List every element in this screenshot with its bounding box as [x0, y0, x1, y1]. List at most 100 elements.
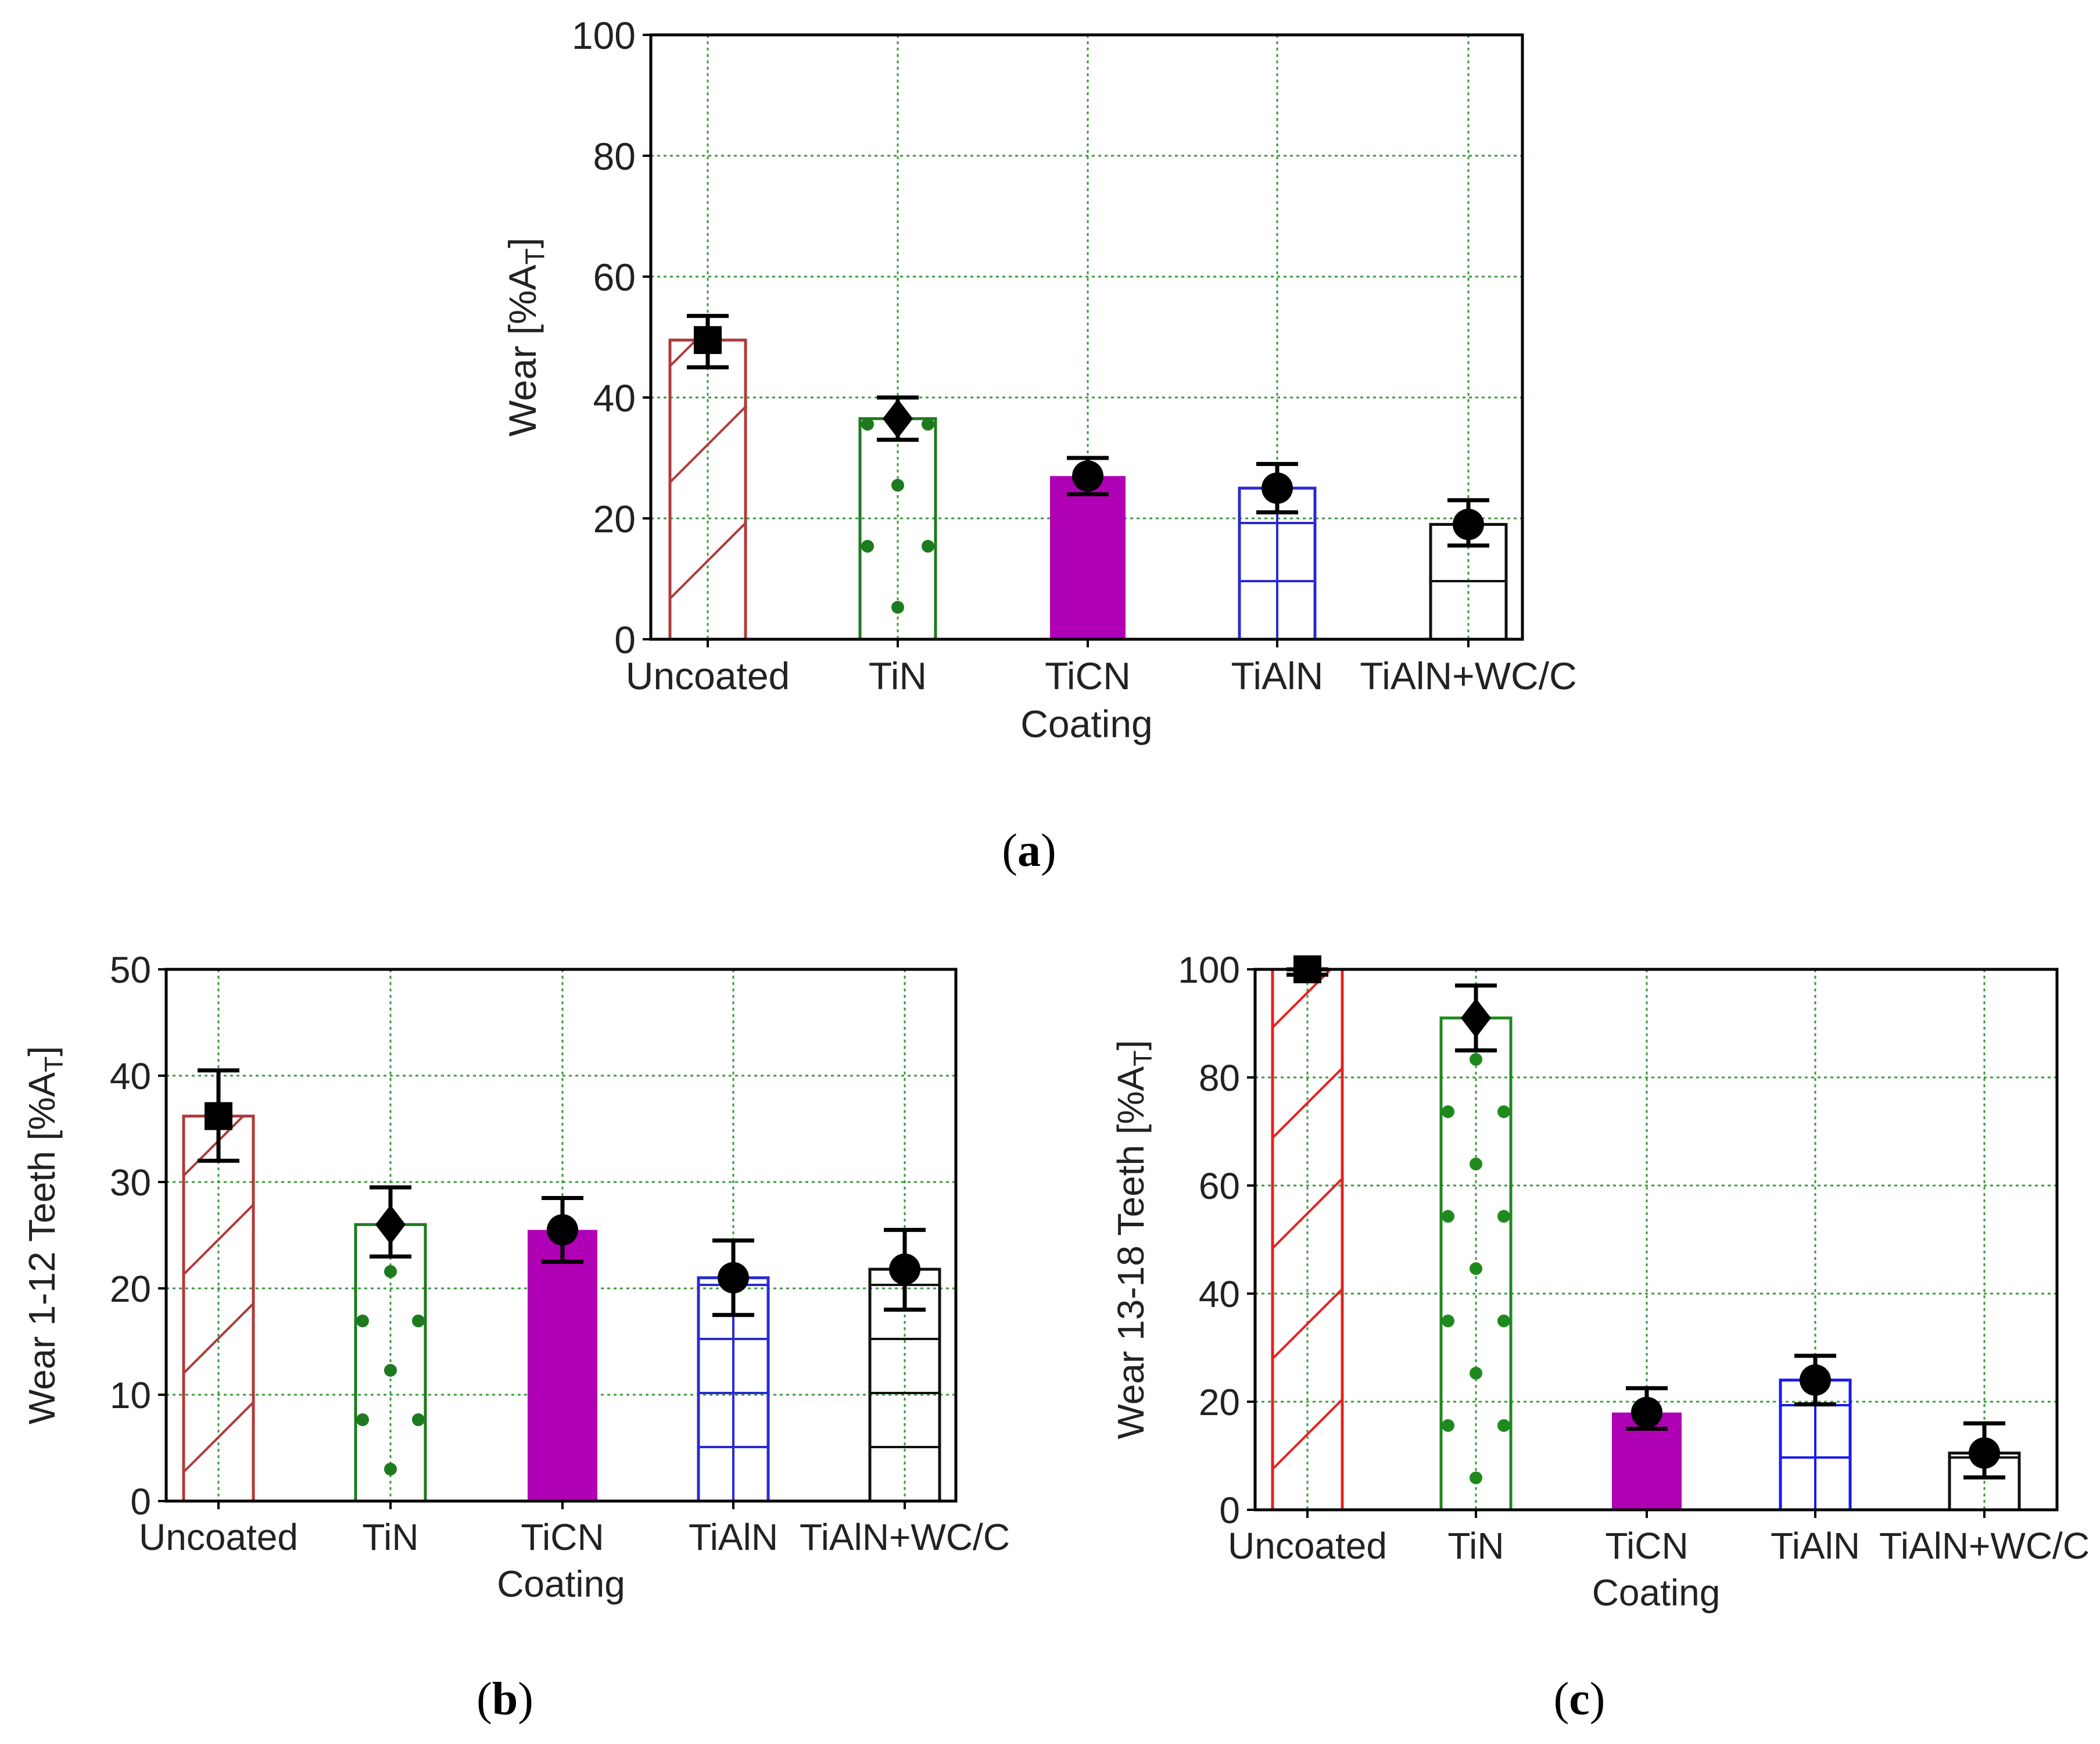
y-tick-label: 40: [110, 1055, 151, 1097]
x-tick-label: TiCN: [1605, 1525, 1688, 1567]
hatch-line: [670, 406, 746, 484]
y-tick-label: 20: [1199, 1381, 1240, 1423]
hatch-dot: [356, 1315, 369, 1327]
bar-ticn: [1050, 476, 1126, 639]
hatch-dot: [1497, 1210, 1510, 1223]
hatch-dot: [384, 1265, 397, 1278]
bar-hatch: [1273, 969, 1342, 1510]
bar-hatch: [670, 340, 746, 639]
x-tick-label: Uncoated: [1228, 1525, 1387, 1567]
hatch-dot: [356, 1413, 369, 1426]
chart-panel-b: 0 10 20 30 40 50 Uncoated TiN TiCN TiAlN TiAlN+WC/…: [21, 949, 1010, 1605]
hatch-dot: [891, 479, 904, 492]
x-axis-title: Coating: [497, 1563, 625, 1605]
hatch-line: [184, 1204, 253, 1276]
data-point-square: [694, 326, 722, 354]
x-tick-label: TiAlN: [1231, 654, 1324, 697]
x-tick-label: TiCN: [1045, 654, 1131, 697]
chart-panel-a: 0 20 40 60 80 100 Uncoated TiN TiCN TiAlN TiAlN+WC…: [501, 14, 1577, 746]
hatch-dot: [1497, 1419, 1510, 1432]
hatch-dot: [1470, 1367, 1482, 1380]
hatch-dot: [412, 1315, 425, 1327]
caption-a: (a): [1002, 825, 1056, 876]
data-point-circle: [1969, 1437, 2000, 1469]
hatch-line: [1273, 1067, 1342, 1139]
hatch-dot: [1442, 1419, 1454, 1432]
hatch-dot: [1470, 1158, 1482, 1170]
y-tick-label: 0: [614, 618, 636, 661]
x-tick-label: TiAlN: [689, 1516, 778, 1558]
hatch-line: [184, 1302, 253, 1374]
y-tick-label: 100: [572, 14, 636, 57]
bar-hatch: [356, 1265, 425, 1476]
y-tick-label: 80: [1199, 1057, 1240, 1099]
data-point-circle: [1631, 1396, 1662, 1428]
x-axis-title: Coating: [1592, 1571, 1721, 1613]
bar-ticn: [528, 1230, 597, 1501]
hatch-dot: [922, 540, 934, 553]
hatch-dot: [861, 418, 874, 431]
y-tick-label: 30: [110, 1162, 151, 1204]
x-tick-label: TiAlN+WC/C: [1360, 654, 1576, 697]
y-axis-title: Wear 13-18 Teeth [%AT]: [1110, 1040, 1157, 1439]
hatch-dot: [412, 1413, 425, 1426]
hatch-dot: [1497, 1105, 1510, 1118]
y-tick-label: 0: [1219, 1489, 1240, 1531]
data-point-circle: [889, 1254, 920, 1285]
hatch-dot: [384, 1364, 397, 1377]
hatch-dot: [922, 418, 934, 431]
data-point-circle: [547, 1214, 578, 1246]
hatch-dot: [1470, 1262, 1482, 1275]
hatch-dot: [891, 601, 904, 614]
data-point-circle: [1262, 472, 1293, 504]
x-tick-label: TiN: [1447, 1525, 1504, 1567]
hatch-dot: [1442, 1105, 1454, 1118]
bar-fill: [528, 1230, 597, 1501]
data-point-circle: [1072, 460, 1103, 492]
x-tick-label: TiCN: [521, 1516, 604, 1558]
x-tick-label: TiAlN+WC/C: [1879, 1525, 2090, 1567]
y-tick-label: 0: [130, 1481, 151, 1523]
x-tick-label: Uncoated: [139, 1516, 298, 1558]
y-tick-label: 20: [593, 497, 636, 540]
hatch-line: [1273, 1177, 1342, 1249]
hatch-dot: [1442, 1315, 1454, 1327]
axes-frame: [164, 968, 958, 1503]
data-point-circle: [1800, 1364, 1831, 1396]
y-tick-label: 20: [110, 1268, 151, 1310]
y-axis-title: Wear [%AT]: [501, 238, 550, 436]
y-axis-title: Wear 1-12 Teeth [%AT]: [21, 1046, 69, 1424]
bar-fill: [1050, 476, 1126, 639]
y-tick-label: 40: [593, 377, 636, 420]
hatch-line: [670, 340, 698, 367]
data-point-circle: [718, 1262, 749, 1294]
hatch-line: [670, 522, 746, 600]
hatch-line: [1273, 1398, 1342, 1470]
data-point-circle: [1453, 508, 1484, 540]
caption-b: (b): [476, 1674, 533, 1725]
bar-hatch: [861, 418, 934, 614]
y-tick-label: 60: [593, 256, 636, 299]
hatch-line: [1273, 1288, 1342, 1360]
y-tick-label: 10: [110, 1374, 151, 1416]
y-tick-label: 80: [593, 135, 636, 178]
hatch-dot: [1442, 1210, 1454, 1223]
hatch-dot: [1470, 1053, 1482, 1066]
x-tick-label: Uncoated: [626, 654, 790, 697]
data-point-square: [205, 1102, 232, 1130]
y-tick-label: 50: [110, 949, 151, 991]
hatch-dot: [1470, 1471, 1482, 1484]
y-tick-label: 40: [1199, 1273, 1240, 1315]
bar-hatch: [1442, 1053, 1510, 1484]
hatch-line: [184, 1401, 253, 1473]
hatch-dot: [1497, 1315, 1510, 1327]
x-tick-label: TiN: [869, 654, 927, 697]
data-point-diamond: [375, 1205, 406, 1245]
axes-frame: [1253, 968, 2059, 1512]
data-point-diamond: [883, 399, 913, 439]
y-tick-label: 60: [1199, 1165, 1240, 1207]
x-tick-label: TiN: [362, 1516, 418, 1558]
hatch-dot: [861, 540, 874, 553]
hatch-line: [1273, 969, 1332, 1029]
